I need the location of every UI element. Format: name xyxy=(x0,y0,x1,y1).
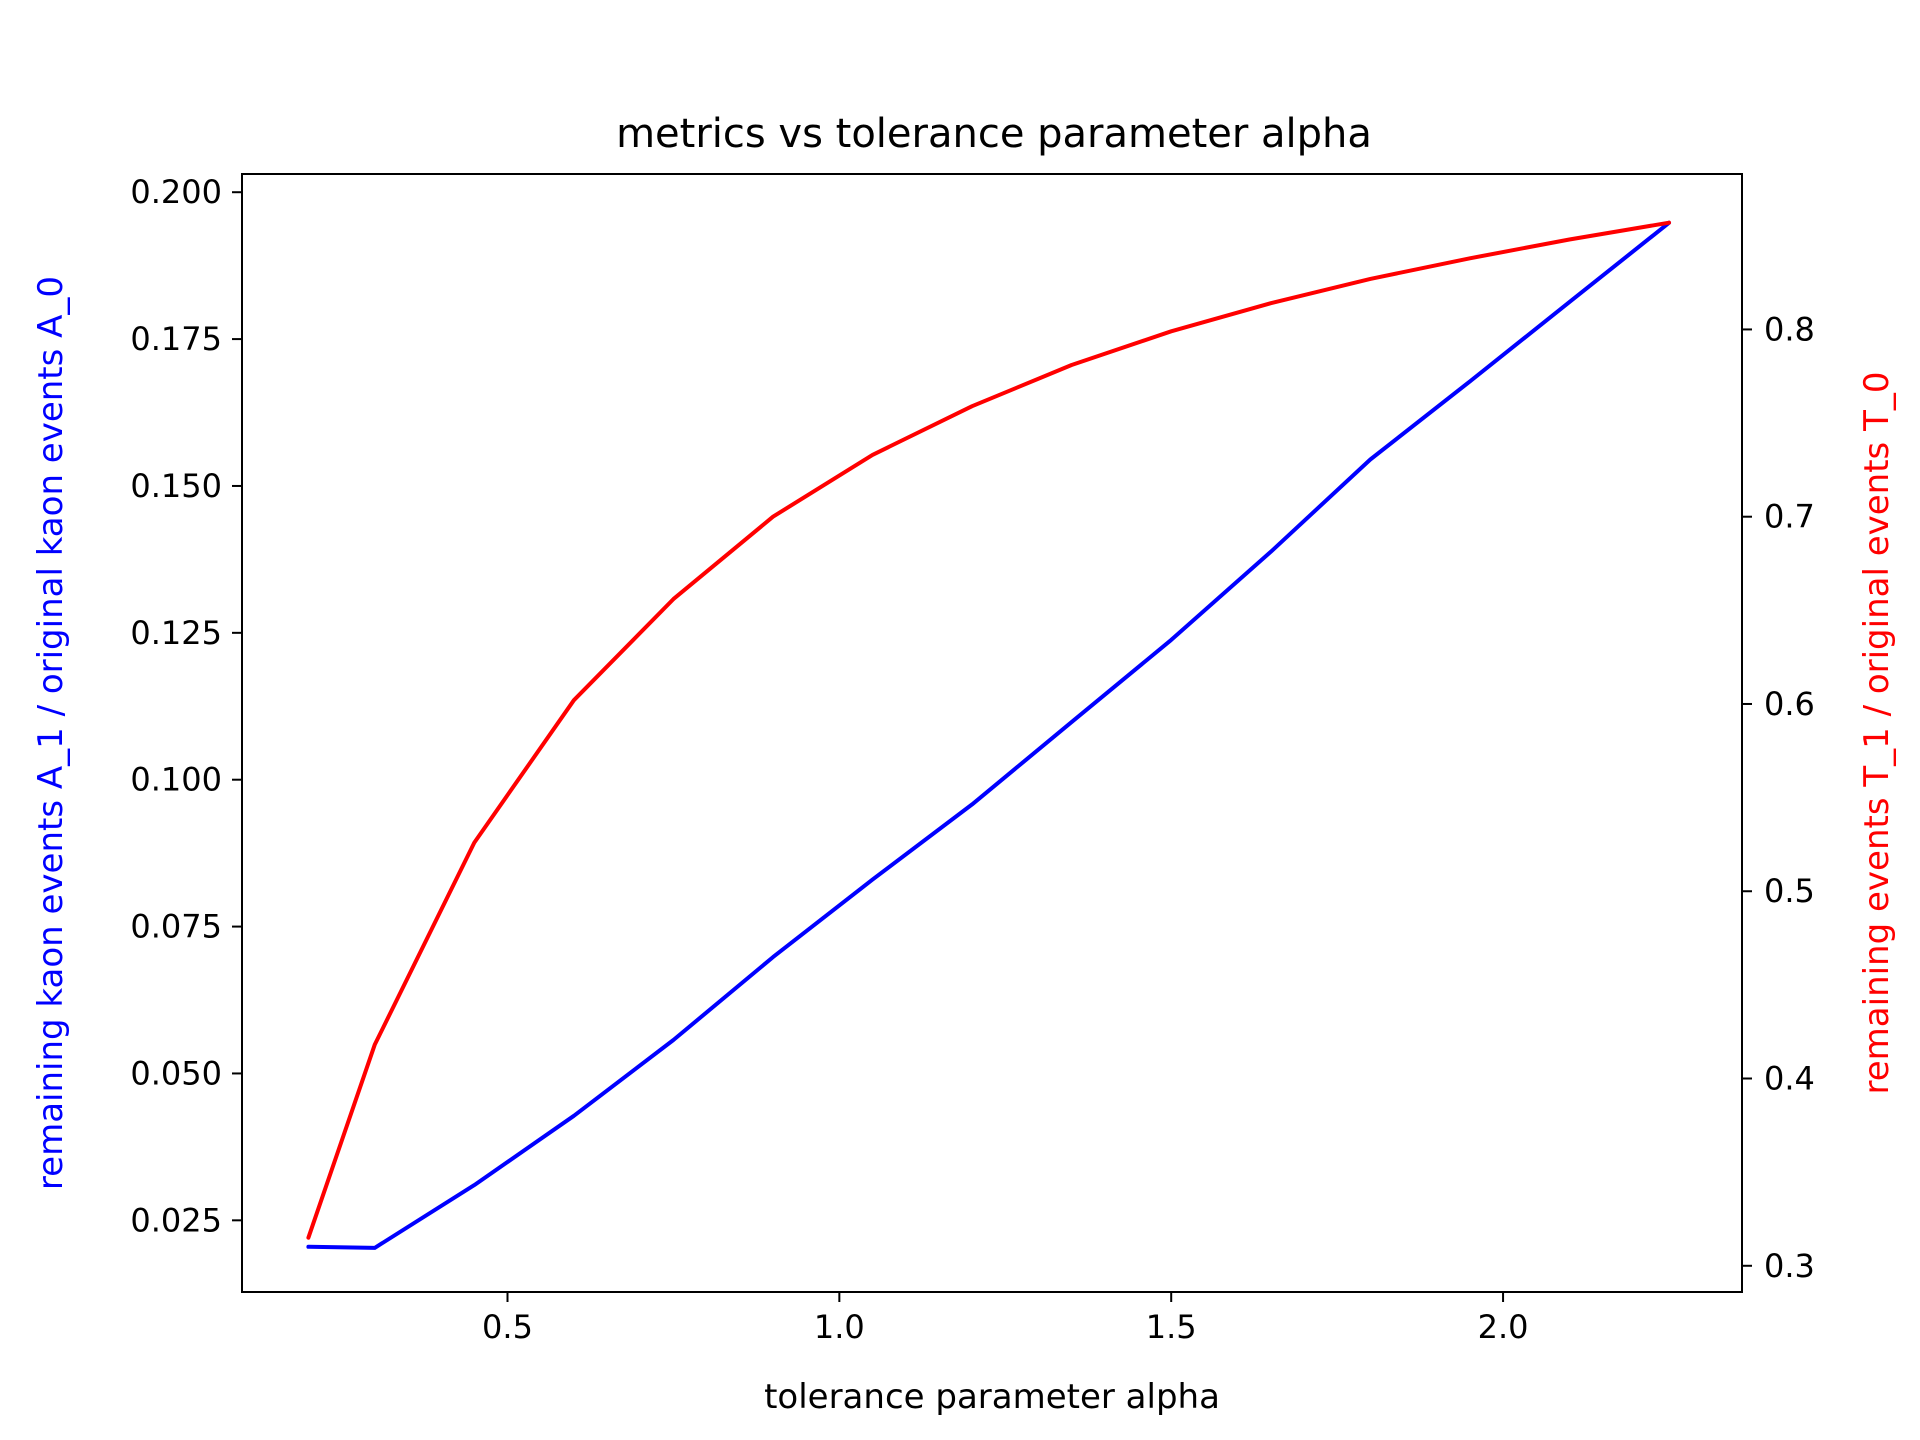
right-y-tick-label: 0.3 xyxy=(1764,1247,1815,1285)
left-y-tick-label: 0.125 xyxy=(130,614,222,652)
left-y-axis: 0.025 0.050 0.075 0.100 0.125 0.150 0.175 0.200 xyxy=(130,173,242,1239)
x-tick-label: 1.0 xyxy=(814,1308,865,1346)
right-y-tick-label: 0.8 xyxy=(1764,310,1815,348)
left-y-tick-label: 0.075 xyxy=(130,908,222,946)
x-tick-label: 0.5 xyxy=(482,1308,533,1346)
right-y-axis-label: remaining events T_1 / original events T… xyxy=(1857,372,1897,1095)
left-y-tick-label: 0.175 xyxy=(130,320,222,358)
series-line-kaon-ratio xyxy=(306,220,1671,1250)
left-y-tick-label: 0.025 xyxy=(130,1201,222,1239)
left-y-tick-label: 0.200 xyxy=(130,173,222,211)
right-y-tick-label: 0.5 xyxy=(1764,872,1815,910)
x-tick-label: 2.0 xyxy=(1478,1308,1529,1346)
x-axis-label: tolerance parameter alpha xyxy=(764,1377,1220,1417)
right-y-axis: 0.3 0.4 0.5 0.6 0.7 0.8 xyxy=(1742,310,1815,1285)
left-y-tick-label: 0.100 xyxy=(130,761,222,799)
right-y-tick-label: 0.6 xyxy=(1764,685,1815,723)
axes-frame xyxy=(241,173,1743,1293)
series-line-event-ratio xyxy=(306,220,1671,1240)
x-axis: 0.5 1.0 1.5 2.0 xyxy=(482,1292,1529,1346)
left-y-tick-label: 0.150 xyxy=(130,467,222,505)
right-y-tick-label: 0.4 xyxy=(1764,1060,1815,1098)
left-y-tick-label: 0.050 xyxy=(130,1054,222,1092)
left-y-axis-label: remaining kaon events A_1 / original kao… xyxy=(31,276,71,1190)
chart-title: metrics vs tolerance parameter alpha xyxy=(616,111,1372,157)
plot-area xyxy=(306,220,1671,1250)
x-tick-label: 1.5 xyxy=(1146,1308,1197,1346)
right-y-tick-label: 0.7 xyxy=(1764,498,1815,536)
